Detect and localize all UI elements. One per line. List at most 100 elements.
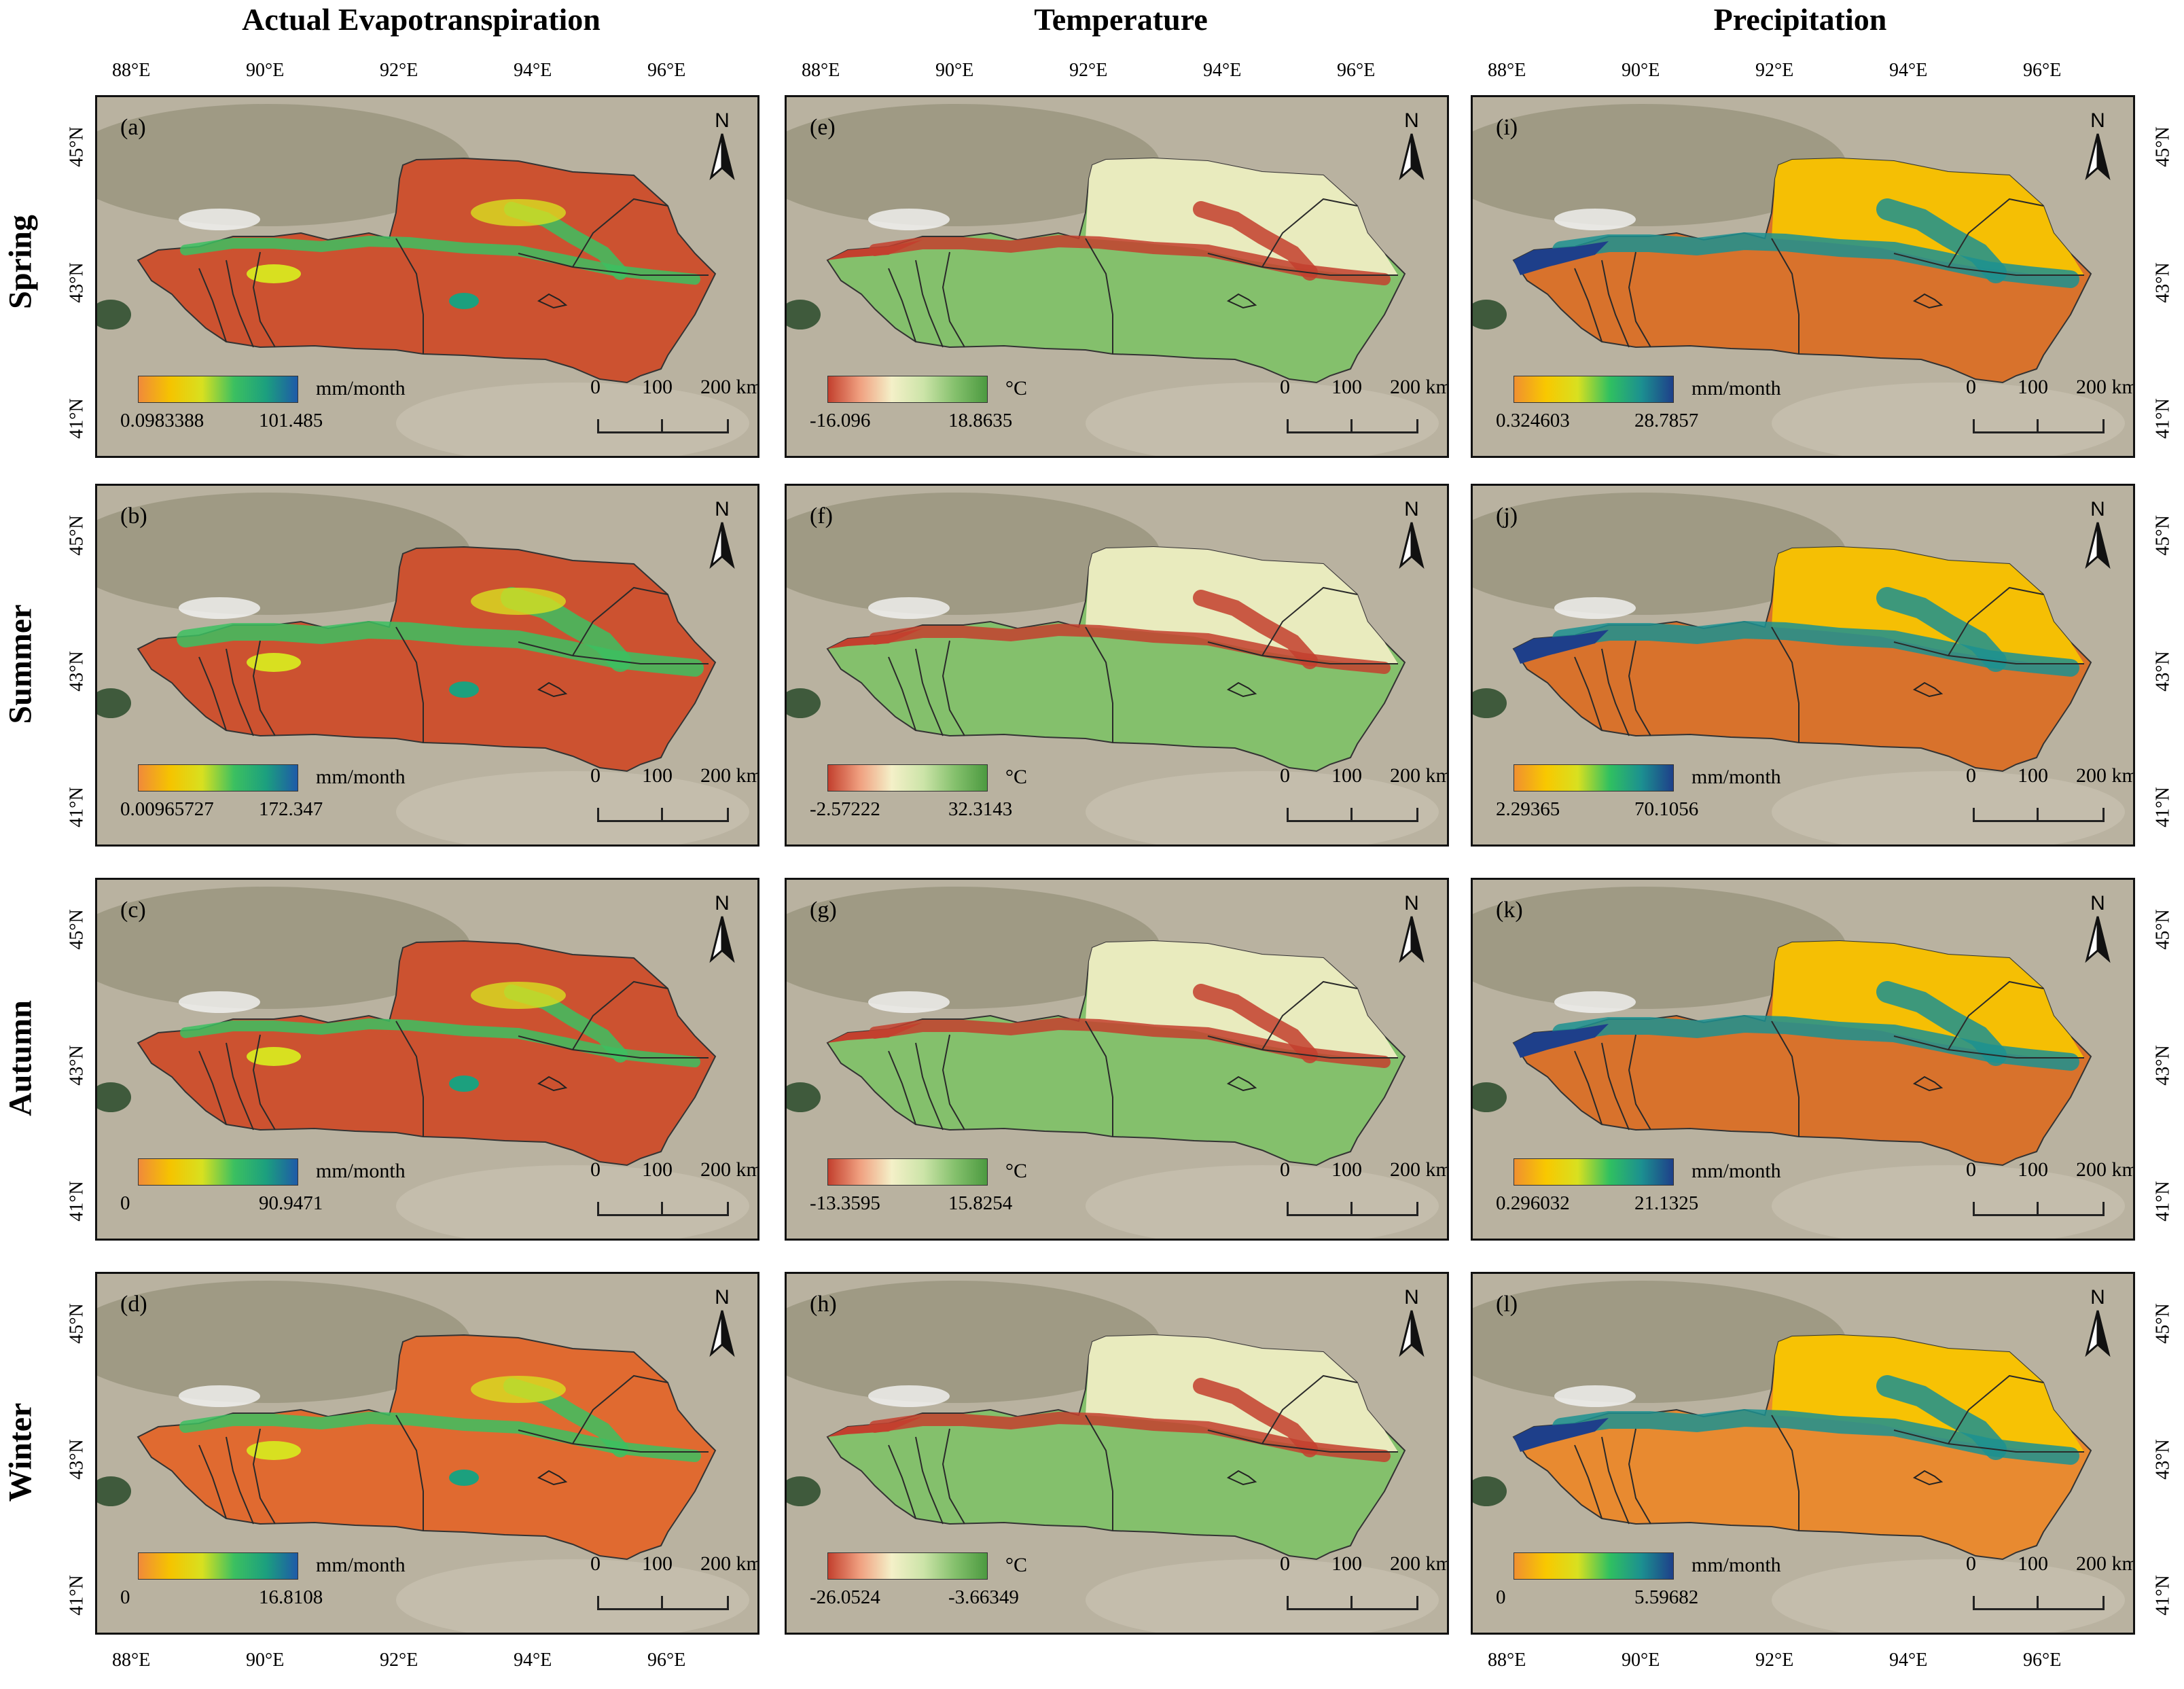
scale-bar-line [1973,1596,2105,1610]
county-boundary [395,1020,424,1137]
lake-outline [537,681,568,698]
column-title-precipitation: Precipitation [1713,2,1887,37]
county-boundary [1207,641,1398,664]
cold-edge [827,1417,923,1437]
county-boundary [1771,626,1800,743]
scale-bar-line [597,1202,729,1216]
county-boundary [942,1428,965,1525]
county-boundary [1771,238,1800,354]
scale-label-100: 100 [1331,1552,1362,1575]
colorbar-max: -3.66349 [948,1586,1019,1608]
basemap-mountains [787,493,1160,615]
north-arrow-label: N [715,1286,730,1309]
colorbar-ramp [138,764,298,792]
panel-label: (k) [1496,897,1523,923]
county-boundary [915,1042,944,1131]
county-boundary [226,1436,254,1525]
county-boundary [1085,1020,1113,1137]
map-panel: (f) N °C -2.57222 32.3143 0 100 200 km [785,484,1449,847]
scale-bar-line [1973,1202,2105,1216]
colorbar-unit: °C [1005,766,1028,788]
longitude-tick-label: 96°E [647,1650,686,1671]
north-arrow-label: N [715,109,730,132]
basemap-water [1473,1082,1507,1112]
wet-edge [1514,630,1609,664]
basemap-desert [1086,1559,1439,1633]
mountain-ridge-band [1876,981,2007,1066]
north-arrow-glyph [709,1310,735,1357]
scale-label-200: 200 km [2076,764,2135,787]
basemap-water [787,300,821,330]
county-boundary [395,238,424,354]
scale-bar-line [597,419,729,433]
county-boundary [915,648,944,736]
county-boundary [1085,238,1113,354]
colorbar-unit: °C [1005,1554,1028,1576]
basemap-desert [396,383,749,456]
colorbar-ramp [1514,764,1674,792]
north-arrow-glyph [1399,133,1425,181]
north-arrow-icon: N [702,1286,742,1368]
colorbar-min: 0 [120,1586,130,1608]
scale-bar-line [1973,419,2105,433]
county-boundary [1948,980,2044,1050]
basemap-desert [1772,1165,2125,1239]
colorbar-unit: mm/month [1691,1160,1781,1182]
scale-label-100: 100 [642,376,673,398]
longitude-tick-label: 96°E [2023,60,2062,81]
basemap-mountains [1473,1281,1846,1403]
row-title-spring: Spring [2,215,39,309]
longitude-tick-label: 88°E [112,1650,151,1671]
latitude-tick-label: 45°N [2152,515,2174,556]
scale-bar-line [597,808,729,822]
oasis-patch [247,653,301,672]
longitude-tick-label: 94°E [1203,60,1242,81]
county-boundary [1601,1436,1630,1525]
latitude-tick-label: 45°N [2152,909,2174,950]
colorbar-unit: mm/month [316,377,406,399]
basemap-mountains [787,887,1160,1009]
county-boundary [1261,980,1358,1050]
oasis-patch [247,264,301,283]
county-boundary [518,1429,709,1453]
county-boundary [1574,1444,1603,1519]
basemap-water [1473,1476,1507,1506]
colorbar-ramp [827,1552,988,1580]
row-title-autumn: Autumn [2,1000,39,1116]
county-boundary [1771,1415,1800,1531]
panel-label: (g) [810,897,837,923]
scale-label-100: 100 [2018,1158,2048,1181]
north-arrow-label: N [2090,109,2105,132]
map-canvas [1473,486,2133,844]
longitude-tick-label: 92°E [1755,1650,1794,1671]
longitude-tick-label: 94°E [1889,1650,1928,1671]
county-boundary [252,251,276,348]
study-region [137,157,717,384]
scale-bar-tick [1350,1202,1353,1215]
county-boundary [395,626,424,743]
colorbar-ramp [138,1552,298,1580]
basemap-snow [179,991,260,1013]
scale-label-100: 100 [642,764,673,787]
basemap-water [97,1082,131,1112]
county-boundary [198,656,227,731]
county-boundary [518,1035,709,1059]
colorbar-unit: °C [1005,1160,1028,1182]
basemap-desert [1772,1559,2125,1633]
basemap-water [787,1082,821,1112]
mountain-ridge-band [1193,590,1318,669]
longitude-tick-label: 88°E [802,60,840,81]
colorbar-legend: °C -16.096 18.8635 [810,376,1027,431]
latitude-tick-label: 43°N [66,1045,88,1086]
latitude-tick-label: 45°N [2152,1303,2174,1344]
oasis-patch [449,1075,479,1092]
oasis-patch [471,1376,566,1403]
study-region [137,1334,717,1561]
basemap-desert [1086,1165,1439,1239]
basemap-water [97,1476,131,1506]
latitude-tick-label: 41°N [66,1181,88,1222]
colorbar-legend: °C -13.3595 15.8254 [810,1158,1027,1214]
colorbar-unit: mm/month [1691,1554,1781,1576]
basemap-snow [179,209,260,230]
